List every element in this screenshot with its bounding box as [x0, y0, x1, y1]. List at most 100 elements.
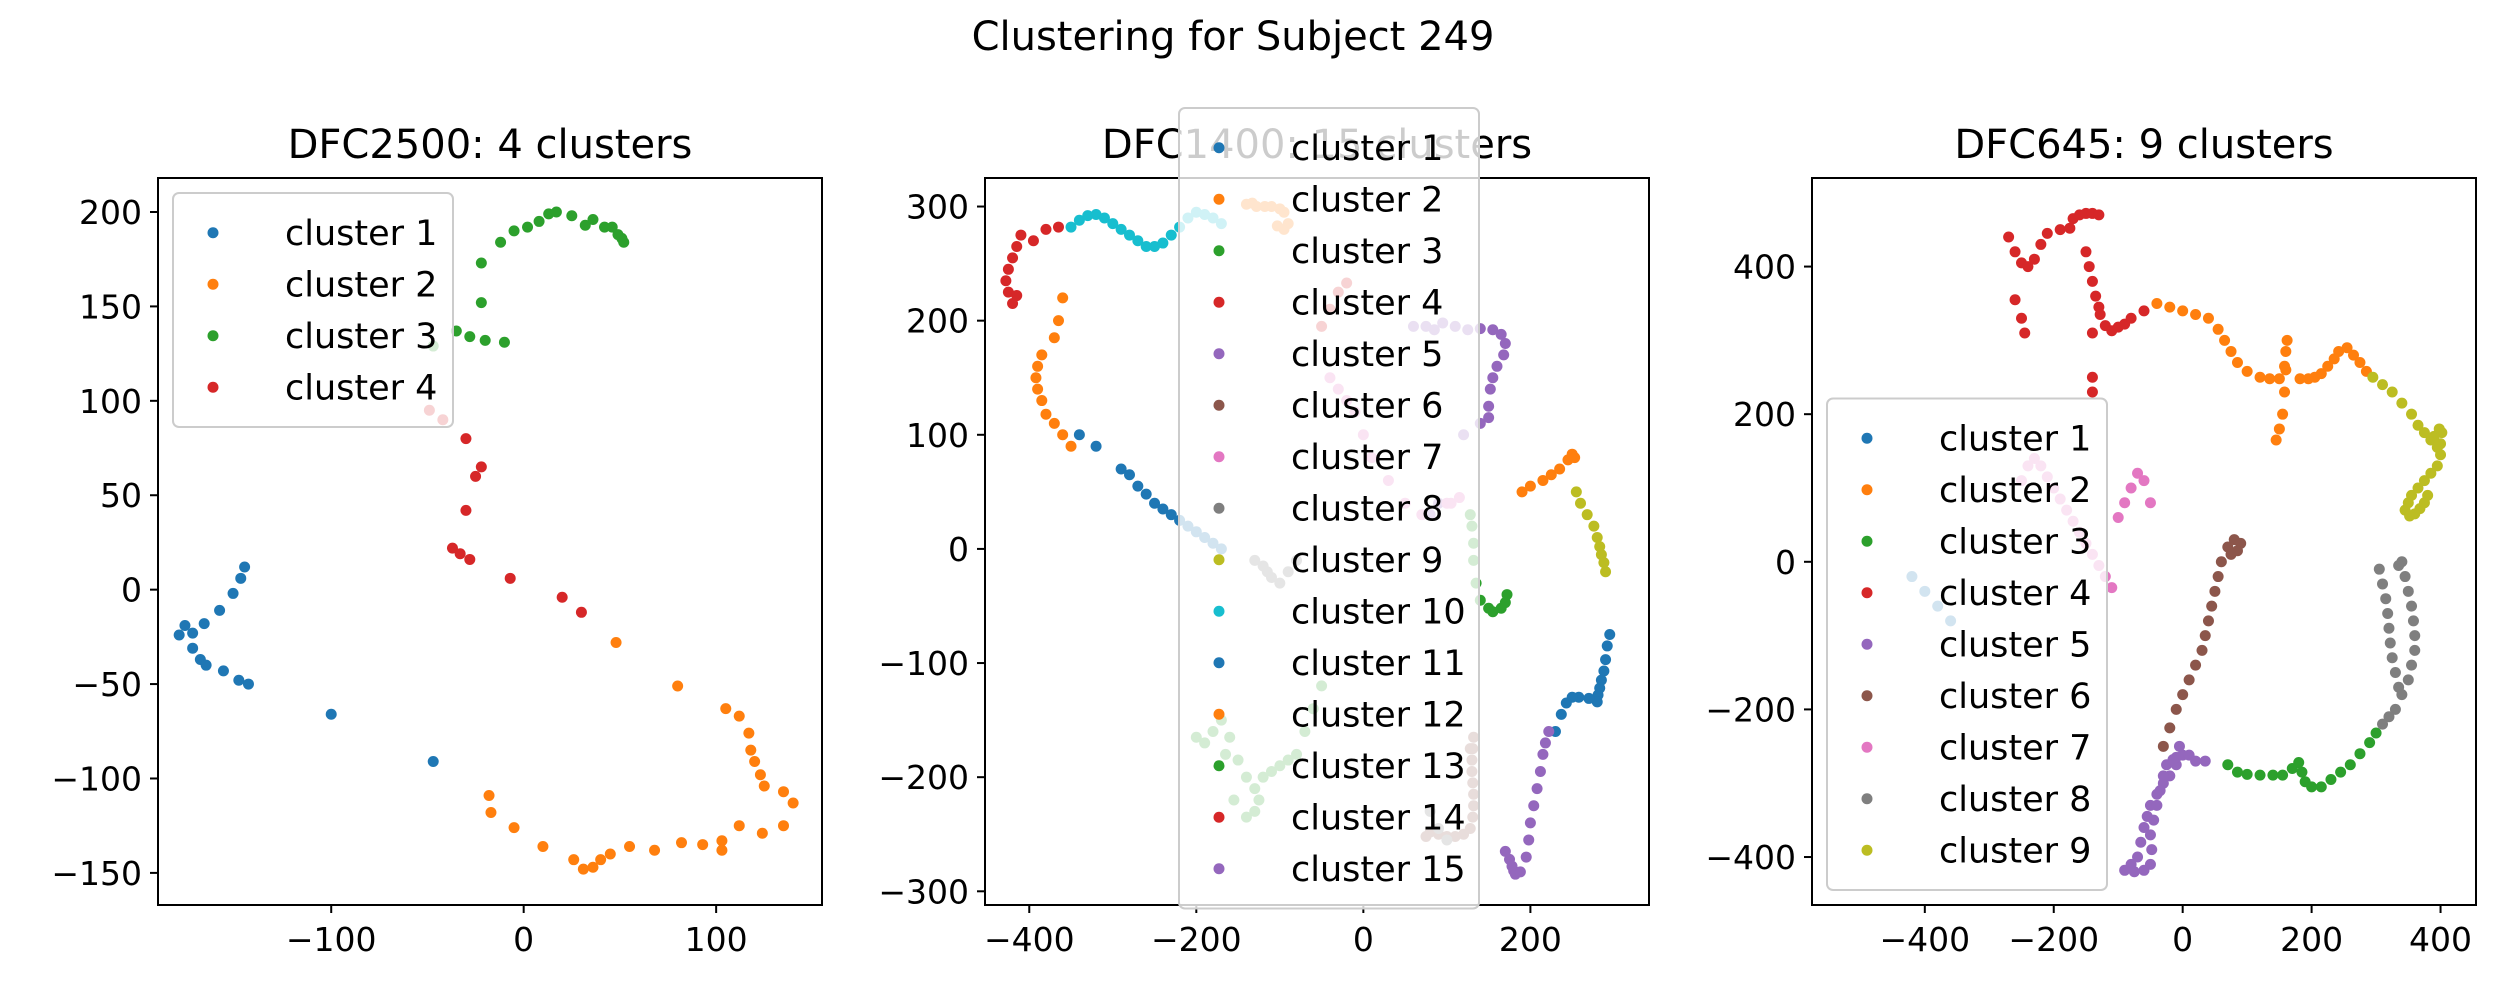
point-cluster-3 [498, 336, 510, 348]
point-cluster-5 [2138, 822, 2150, 834]
legend-label: cluster 15 [1291, 850, 1466, 890]
point-cluster-1 [1591, 696, 1603, 708]
point-cluster-2 [2151, 297, 2163, 309]
point-cluster-2 [676, 837, 688, 849]
point-cluster-2 [716, 844, 728, 856]
point-cluster-3 [618, 236, 630, 248]
point-cluster-3 [2254, 769, 2266, 781]
y-tick-label: 0 [121, 571, 142, 610]
point-cluster-8 [2383, 622, 2395, 634]
point-cluster-2 [733, 710, 745, 722]
point-cluster-5 [2144, 858, 2156, 870]
legend-label: cluster 1 [1291, 129, 1443, 169]
point-cluster-14 [1007, 252, 1019, 264]
legend-marker [1861, 432, 1873, 444]
y-tick-label: −300 [878, 872, 969, 911]
point-cluster-14 [1000, 275, 1012, 287]
legend-marker [1213, 502, 1225, 514]
point-cluster-11 [1140, 488, 1152, 500]
point-cluster-1 [1601, 640, 1613, 652]
point-cluster-2 [2270, 434, 2282, 446]
point-cluster-2 [2280, 345, 2292, 357]
point-cluster-14 [1011, 290, 1023, 302]
point-cluster-6 [2164, 722, 2176, 734]
subplot-title: DFC2500: 4 clusters [288, 122, 693, 168]
point-cluster-5 [2146, 844, 2158, 856]
point-cluster-11 [1165, 509, 1177, 521]
x-tick-label: −200 [2008, 920, 2099, 959]
y-tick-label: 150 [79, 287, 142, 326]
point-cluster-2 [2177, 305, 2189, 317]
point-cluster-9 [2435, 449, 2447, 461]
point-cluster-10 [1157, 237, 1169, 249]
y-tick-label: 400 [1733, 248, 1796, 287]
point-cluster-10 [1149, 240, 1161, 252]
legend-marker [1861, 793, 1873, 805]
legend-marker [1213, 605, 1225, 617]
point-cluster-5 [2128, 866, 2140, 878]
x-tick-label: −400 [984, 920, 1075, 959]
point-cluster-4 [454, 548, 466, 560]
point-cluster-2 [2241, 365, 2253, 377]
point-cluster-6 [2206, 600, 2218, 612]
point-cluster-10 [1140, 240, 1152, 252]
point-cluster-3 [2231, 766, 2243, 778]
y-tick-label: −200 [878, 758, 969, 797]
point-cluster-5 [1531, 783, 1543, 795]
point-cluster-9 [2396, 397, 2408, 409]
point-cluster-3 [2241, 768, 2253, 780]
point-cluster-5 [2167, 754, 2179, 766]
point-cluster-3 [475, 257, 487, 269]
point-cluster-1 [1555, 708, 1567, 720]
point-cluster-6 [2183, 674, 2195, 686]
point-cluster-8 [2406, 659, 2418, 671]
point-cluster-4 [460, 433, 472, 445]
point-cluster-4 [2019, 327, 2031, 339]
point-cluster-12 [1569, 452, 1581, 464]
point-cluster-5 [2199, 755, 2211, 767]
point-cluster-8 [2406, 600, 2418, 612]
point-cluster-10 [1090, 209, 1102, 221]
legend-marker [1861, 587, 1873, 599]
y-tick-label: −100 [878, 644, 969, 683]
legend-marker [1861, 844, 1873, 856]
point-cluster-4 [556, 591, 568, 603]
point-cluster-1 [179, 620, 191, 632]
point-cluster-1 [198, 618, 210, 630]
point-cluster-1 [227, 587, 239, 599]
y-tick-label: 100 [79, 382, 142, 421]
point-cluster-2 [2190, 309, 2202, 321]
point-cluster-10 [1132, 235, 1144, 247]
point-cluster-10 [1115, 223, 1127, 235]
y-tick-label: 50 [100, 476, 142, 515]
point-cluster-5 [1495, 328, 1507, 340]
point-cluster-8 [2409, 630, 2421, 642]
point-cluster-2 [2348, 349, 2360, 361]
legend-label: cluster 5 [1291, 335, 1443, 375]
point-cluster-1 [173, 629, 185, 641]
point-cluster-7 [2112, 512, 2124, 524]
legend-label: cluster 3 [1939, 522, 2091, 562]
point-cluster-14 [1052, 221, 1064, 233]
point-cluster-12 [1554, 463, 1566, 475]
point-cluster-4 [2138, 305, 2150, 317]
point-cluster-2 [2294, 373, 2306, 385]
point-cluster-2 [716, 835, 728, 847]
point-cluster-8 [2380, 593, 2392, 605]
subplot-title: DFC645: 9 clusters [1954, 122, 2333, 168]
point-cluster-2 [2264, 373, 2276, 385]
legend-label: cluster 6 [1939, 677, 2091, 717]
legend-marker [207, 278, 219, 290]
point-cluster-14 [1040, 223, 1052, 235]
point-cluster-8 [2393, 559, 2405, 571]
point-cluster-1 [200, 659, 212, 671]
point-cluster-2 [2277, 408, 2289, 420]
point-cluster-3 [508, 225, 520, 237]
point-cluster-8 [2389, 703, 2401, 715]
legend-label: cluster 3 [285, 317, 437, 357]
point-cluster-3 [2354, 748, 2366, 760]
point-cluster-6 [2177, 689, 2189, 701]
point-cluster-6 [2196, 644, 2208, 656]
point-cluster-2 [508, 822, 520, 834]
